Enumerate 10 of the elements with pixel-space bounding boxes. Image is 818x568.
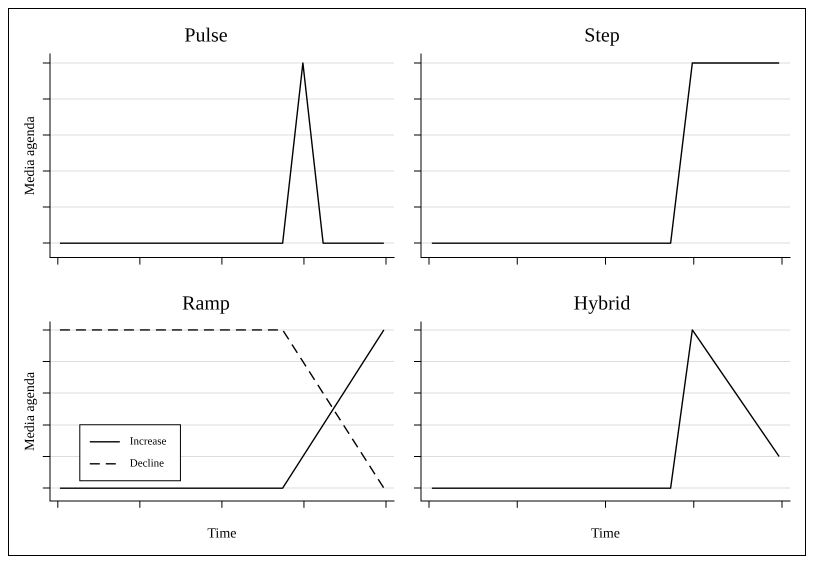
chart-title: Step <box>584 24 620 46</box>
legend-label: Decline <box>130 458 164 470</box>
chart-title: Pulse <box>184 24 228 46</box>
legend-label: Increase <box>130 436 167 448</box>
chart-title: Ramp <box>182 292 230 314</box>
x-axis-title: Time <box>207 526 236 542</box>
y-axis-title: Media agenda <box>23 371 38 451</box>
x-axis-title: Time <box>590 526 620 542</box>
chart-title: Hybrid <box>574 292 630 314</box>
y-axis-title: Media agenda <box>23 116 38 196</box>
